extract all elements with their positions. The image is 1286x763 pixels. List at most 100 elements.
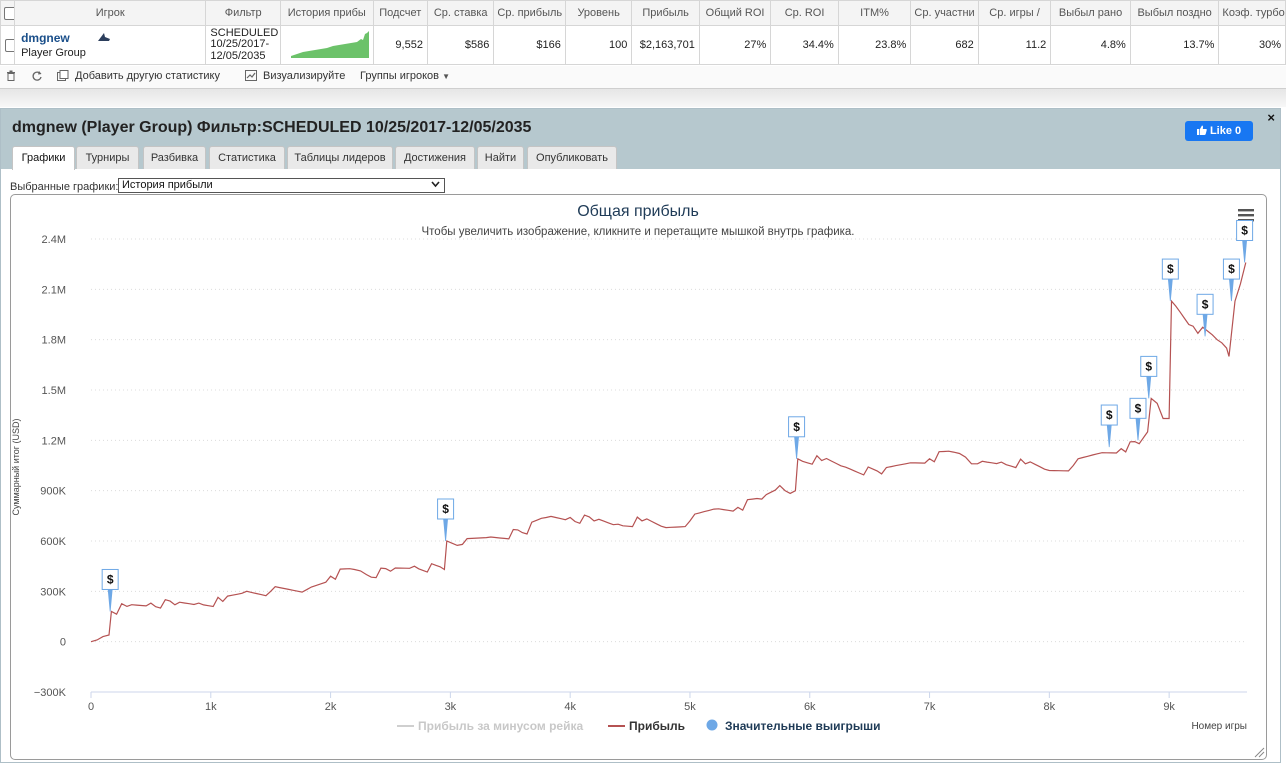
big-win-flag-symbol: $: [793, 420, 800, 434]
big-win-flag-symbol: $: [1106, 408, 1113, 422]
big-win-flag-pointer: [1106, 424, 1112, 448]
column-header-late-out[interactable]: Выбыл поздно: [1129, 0, 1220, 26]
popup-header: dmgnew (Player Group) Фильтр:SCHEDULED 1…: [1, 109, 1280, 170]
big-win-flag-symbol: $: [1202, 297, 1209, 311]
column-header-turbo[interactable]: Коэф. турбо: [1218, 0, 1286, 26]
big-win-flag[interactable]: [788, 416, 806, 438]
column-header-avg-profit[interactable]: Ср. прибыль: [493, 0, 566, 26]
big-win-flag[interactable]: [1236, 219, 1254, 241]
row-checkbox[interactable]: [5, 38, 14, 52]
shark-icon: [97, 31, 111, 46]
series-layer: [90, 262, 1247, 643]
column-header-profit[interactable]: Прибыль: [631, 0, 700, 26]
hamburger-menu-icon[interactable]: [1238, 209, 1254, 222]
column-header-history[interactable]: История прибы: [279, 0, 374, 26]
profit-cell: $2,163,701: [631, 25, 700, 65]
column-header-player[interactable]: Игрок: [14, 0, 207, 26]
y-tick-label: 900K: [40, 486, 66, 498]
tab-achievements[interactable]: Достижения: [395, 146, 475, 169]
tab-leaderboards[interactable]: Таблицы лидеров: [287, 146, 393, 169]
big-win-flag[interactable]: [1129, 397, 1147, 419]
stats-table: Игрок Фильтр История прибы Подсчет Ср. с…: [0, 0, 1286, 65]
trash-icon[interactable]: [6, 70, 16, 84]
x-tick-label: 6k: [804, 701, 816, 713]
profit-sparkline[interactable]: [290, 30, 369, 58]
x-tick-label: 3k: [445, 701, 457, 713]
column-header-avg-entrants[interactable]: Ср. участни: [910, 0, 979, 26]
big-win-flag-pointer: [1146, 375, 1152, 399]
big-win-flag[interactable]: [101, 568, 119, 590]
tab-breakdown[interactable]: Разбивка: [143, 146, 206, 169]
big-win-flag[interactable]: [1140, 355, 1158, 377]
big-win-flag[interactable]: [1161, 258, 1179, 280]
player-groups-dropdown[interactable]: Группы игроков ▼: [360, 70, 450, 82]
big-win-flag[interactable]: [437, 498, 455, 520]
big-win-flag-symbol: $: [1228, 262, 1235, 276]
big-win-flag-symbol: $: [1145, 359, 1152, 373]
big-win-flag[interactable]: [1100, 404, 1118, 426]
close-icon[interactable]: ×: [1267, 110, 1275, 125]
count-cell: 9,552: [372, 25, 428, 65]
x-tick-label: 0: [88, 701, 94, 713]
big-win-flag[interactable]: [1222, 258, 1240, 280]
big-wins-flags: $ $ $ $ $ $ $ $ $ $: [101, 219, 1254, 612]
add-stat-link[interactable]: Добавить другую статистику: [75, 70, 220, 82]
filter-line-1: SCHEDULED: [210, 26, 279, 39]
big-win-flag-pointer: [443, 518, 449, 542]
tab-statistics[interactable]: Статистика: [209, 146, 285, 169]
column-header-avg-stake[interactable]: Ср. ставка: [426, 0, 495, 26]
player-groups-label: Группы игроков: [360, 70, 439, 82]
profit-series-line[interactable]: [90, 262, 1247, 643]
avg-games-cell: 11.2: [977, 25, 1052, 65]
tab-tournaments[interactable]: Турниры: [76, 146, 139, 169]
column-header-total-roi[interactable]: Общий ROI: [698, 0, 772, 26]
big-win-flag-pointer: [1242, 240, 1248, 263]
chart-icon[interactable]: [245, 70, 257, 84]
history-sparkline-cell[interactable]: [279, 25, 374, 65]
tab-publish[interactable]: Опубликовать: [527, 146, 617, 169]
y-tick-label: 600K: [40, 536, 66, 548]
legend-profit-item[interactable]: Прибыль: [629, 719, 685, 733]
popup-title: dmgnew (Player Group) Фильтр:SCHEDULED 1…: [12, 119, 532, 136]
player-name-link[interactable]: dmgnew: [21, 31, 70, 45]
column-header-avg-games[interactable]: Ср. игры /: [977, 0, 1052, 26]
chart-select[interactable]: История прибыли: [118, 178, 445, 193]
filter-line-2: 10/25/2017-: [210, 38, 270, 51]
row-select-cell[interactable]: [0, 25, 16, 65]
tab-charts[interactable]: Графики: [12, 146, 75, 170]
profit-history-chart[interactable]: Общая прибыль Чтобы увеличить изображени…: [11, 195, 1266, 759]
big-win-flag-pointer: [1228, 278, 1234, 302]
column-header-avg-roi[interactable]: Ср. ROI: [770, 0, 839, 26]
facebook-like-button[interactable]: Like 0: [1185, 121, 1253, 141]
early-out-cell: 4.8%: [1050, 25, 1131, 65]
column-header-filter[interactable]: Фильтр: [205, 0, 281, 26]
legend-rake-item[interactable]: Прибыль за минусом рейка: [418, 719, 583, 733]
add-stat-icon[interactable]: [57, 70, 69, 84]
y-tick-label: 300K: [40, 586, 66, 598]
select-all-checkbox[interactable]: [4, 6, 14, 20]
refresh-icon[interactable]: [31, 70, 43, 85]
visualize-link[interactable]: Визуализируйте: [263, 70, 346, 82]
y-tick-label: 0: [60, 637, 66, 649]
column-header-itm[interactable]: ITM%: [837, 0, 912, 26]
legend-big-wins-item[interactable]: Значительные выигрыши: [725, 719, 881, 733]
tab-find[interactable]: Найти: [477, 146, 524, 169]
chart-container: Общая прибыль Чтобы увеличить изображени…: [10, 194, 1267, 760]
x-tick-label: 2k: [325, 701, 337, 713]
chart-select-value: История прибыли: [122, 179, 213, 191]
select-all-header[interactable]: [0, 0, 16, 26]
x-axis-label: Номер игры: [1191, 721, 1247, 732]
itm-cell: 23.8%: [837, 25, 912, 65]
column-header-count[interactable]: Подсчет: [372, 0, 428, 26]
y-axis-label: Суммарный итог (USD): [11, 418, 21, 515]
resize-handle-icon[interactable]: [1254, 747, 1265, 758]
column-header-early-out[interactable]: Выбыл рано: [1050, 0, 1131, 26]
column-header-level[interactable]: Уровень: [564, 0, 633, 26]
big-win-flag-pointer: [107, 589, 113, 612]
x-tick-label: 1k: [205, 701, 217, 713]
y-tick-label: 1.8M: [42, 335, 66, 347]
big-win-flag-symbol: $: [1241, 223, 1248, 237]
table-row: dmgnew Player Group SCHEDULED 10/25/2017…: [0, 25, 1286, 65]
caret-down-icon: ▼: [442, 72, 450, 81]
big-win-flag[interactable]: [1196, 293, 1214, 315]
